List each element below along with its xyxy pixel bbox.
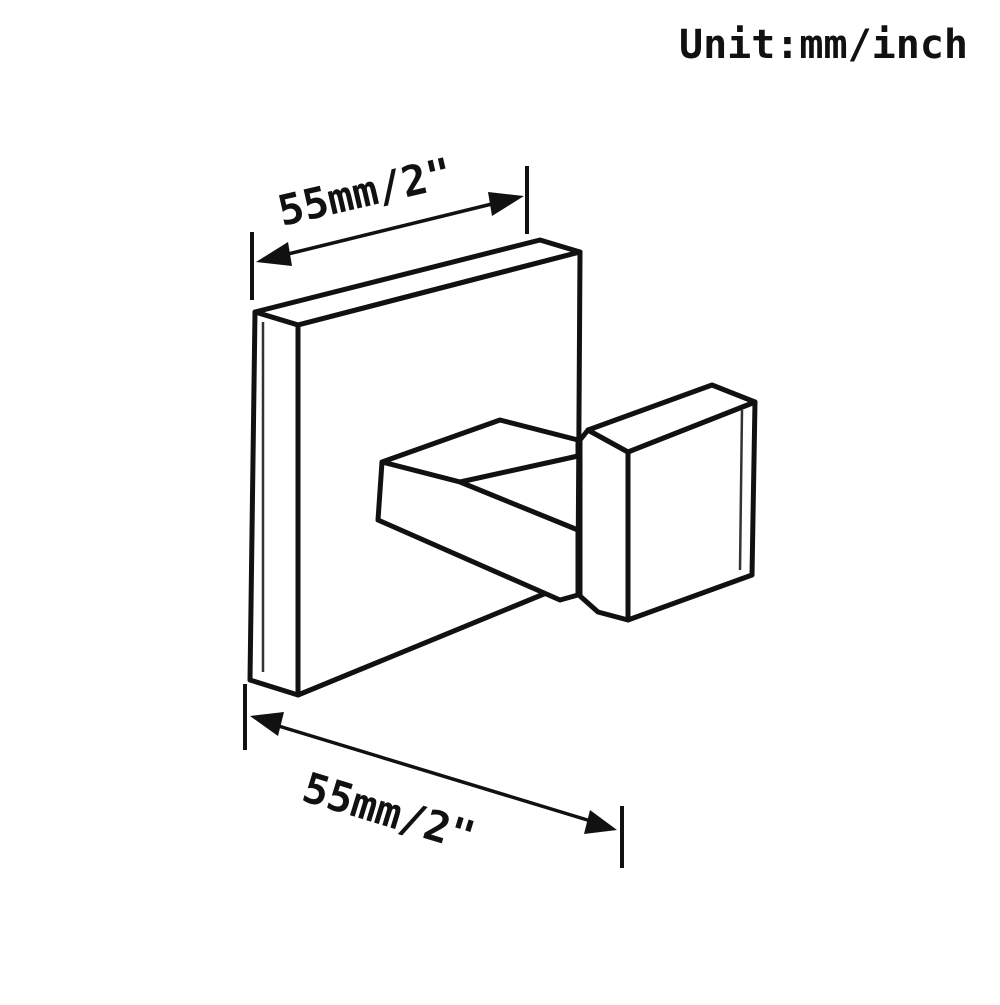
unit-label: Unit:mm/inch — [679, 22, 968, 68]
bottom-arrow-right — [584, 810, 617, 834]
bottom-dimension-line — [271, 722, 595, 824]
hook-post-side-face — [577, 427, 631, 623]
top-arrow-left — [256, 242, 292, 266]
hook-post-top-face — [585, 382, 758, 455]
bottom-arrow-left — [250, 712, 284, 736]
top-dimension-label: 55mm/2" — [273, 148, 457, 236]
top-arrow-right — [488, 192, 524, 216]
hook-post-edge-highlight — [738, 409, 744, 571]
top-dimension-line — [279, 200, 501, 258]
backplate-side-face — [247, 309, 301, 698]
bottom-dimension: 55mm/2" — [243, 684, 624, 868]
hook-arm — [375, 382, 758, 623]
